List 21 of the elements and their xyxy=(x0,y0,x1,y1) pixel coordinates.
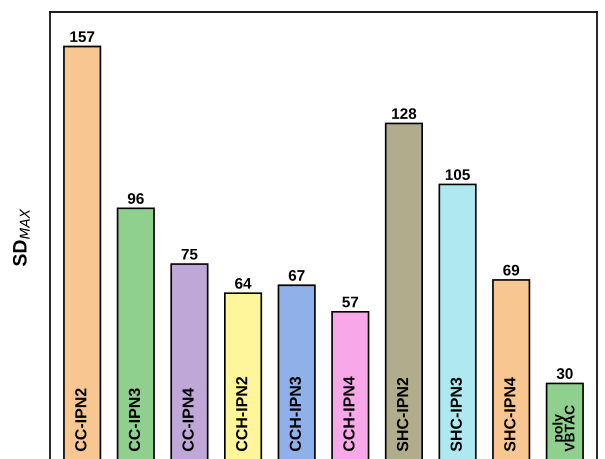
x-tick-label: CC-IPN4 xyxy=(182,388,194,452)
data-label: 57 xyxy=(342,296,358,308)
data-label: 67 xyxy=(288,270,305,281)
x-tick-label: CCH-IPN3 xyxy=(290,376,301,452)
data-label: 105 xyxy=(446,169,470,180)
x-tick-label: SHC-IPN4 xyxy=(504,377,516,452)
x-tick-label: CC-IPN2 xyxy=(75,388,86,452)
x-tick-label: CC-IPN3 xyxy=(128,388,140,452)
data-label: 75 xyxy=(182,248,198,260)
x-tick-label: SHC-IPN3 xyxy=(450,378,462,452)
x-tick-label: CCH-IPN2 xyxy=(236,376,248,452)
data-label: 30 xyxy=(556,368,573,380)
x-tick-label: SHC-IPN2 xyxy=(396,378,408,452)
x-tick-label: CCH-IPN4 xyxy=(343,376,355,452)
data-label: 128 xyxy=(392,108,416,120)
data-label: 157 xyxy=(70,31,94,42)
data-label: 69 xyxy=(503,264,520,276)
data-label: 96 xyxy=(128,193,144,204)
x-tick-label: poly VBTAC xyxy=(552,405,575,452)
data-label: 64 xyxy=(235,278,252,289)
y-axis-title: SD$_{MAX}$ xyxy=(12,208,30,266)
